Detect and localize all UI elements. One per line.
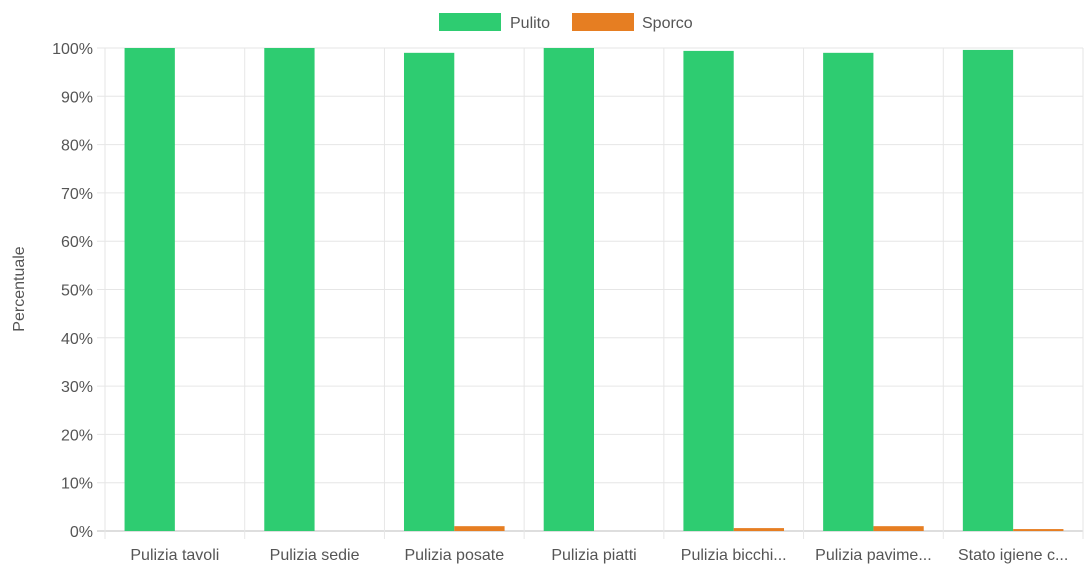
legend-swatch-pulito [439, 13, 501, 31]
legend-label-pulito: Pulito [510, 15, 550, 32]
y-tick-label: 10% [61, 476, 93, 493]
x-tick-label: Pulizia piatti [551, 547, 636, 564]
y-tick-label: 50% [61, 283, 93, 300]
bar-sporco-4 [733, 528, 785, 531]
y-tick-label: 80% [61, 138, 93, 155]
bar-pulito-6 [962, 49, 1014, 531]
y-axis-title: Percentuale [11, 246, 28, 331]
y-tick-label: 20% [61, 427, 93, 444]
chart-bars [124, 48, 1064, 532]
x-tick-label: Pulizia pavime... [815, 547, 932, 564]
bar-pulito-4 [683, 50, 734, 531]
bar-pulito-5 [823, 52, 874, 532]
legend-label-sporco: Sporco [642, 15, 693, 32]
y-tick-label: 0% [70, 524, 93, 541]
x-tick-label: Pulizia posate [404, 547, 504, 564]
y-tick-label: 30% [61, 379, 93, 396]
x-axis-labels: Pulizia tavoli Pulizia sedie Pulizia posat… [130, 547, 1068, 564]
chart-legend: Pulito Sporco [439, 13, 693, 32]
bar-sporco-5 [873, 526, 924, 531]
y-tick-label: 60% [61, 234, 93, 251]
bar-sporco-6 [1013, 529, 1064, 531]
x-tick-label: Pulizia sedie [270, 547, 360, 564]
x-tick-label: Pulizia bicchi... [681, 547, 787, 564]
y-tick-label: 70% [61, 186, 93, 203]
bar-pulito-1 [264, 48, 315, 531]
bar-pulito-3 [543, 48, 594, 531]
bar-sporco-2 [454, 526, 505, 531]
x-tick-label: Pulizia tavoli [130, 547, 219, 564]
y-tick-label: 40% [61, 331, 93, 348]
y-axis-ticks: 0% 10% 20% 30% 40% 50% 60% 70% 80% 90% 100% [52, 41, 93, 541]
x-tick-label: Stato igiene c... [958, 547, 1068, 564]
bar-pulito-0 [124, 48, 175, 531]
y-tick-label: 90% [61, 89, 93, 106]
bar-pulito-2 [403, 52, 455, 532]
y-tick-label: 100% [52, 41, 93, 58]
legend-swatch-sporco [572, 13, 634, 31]
